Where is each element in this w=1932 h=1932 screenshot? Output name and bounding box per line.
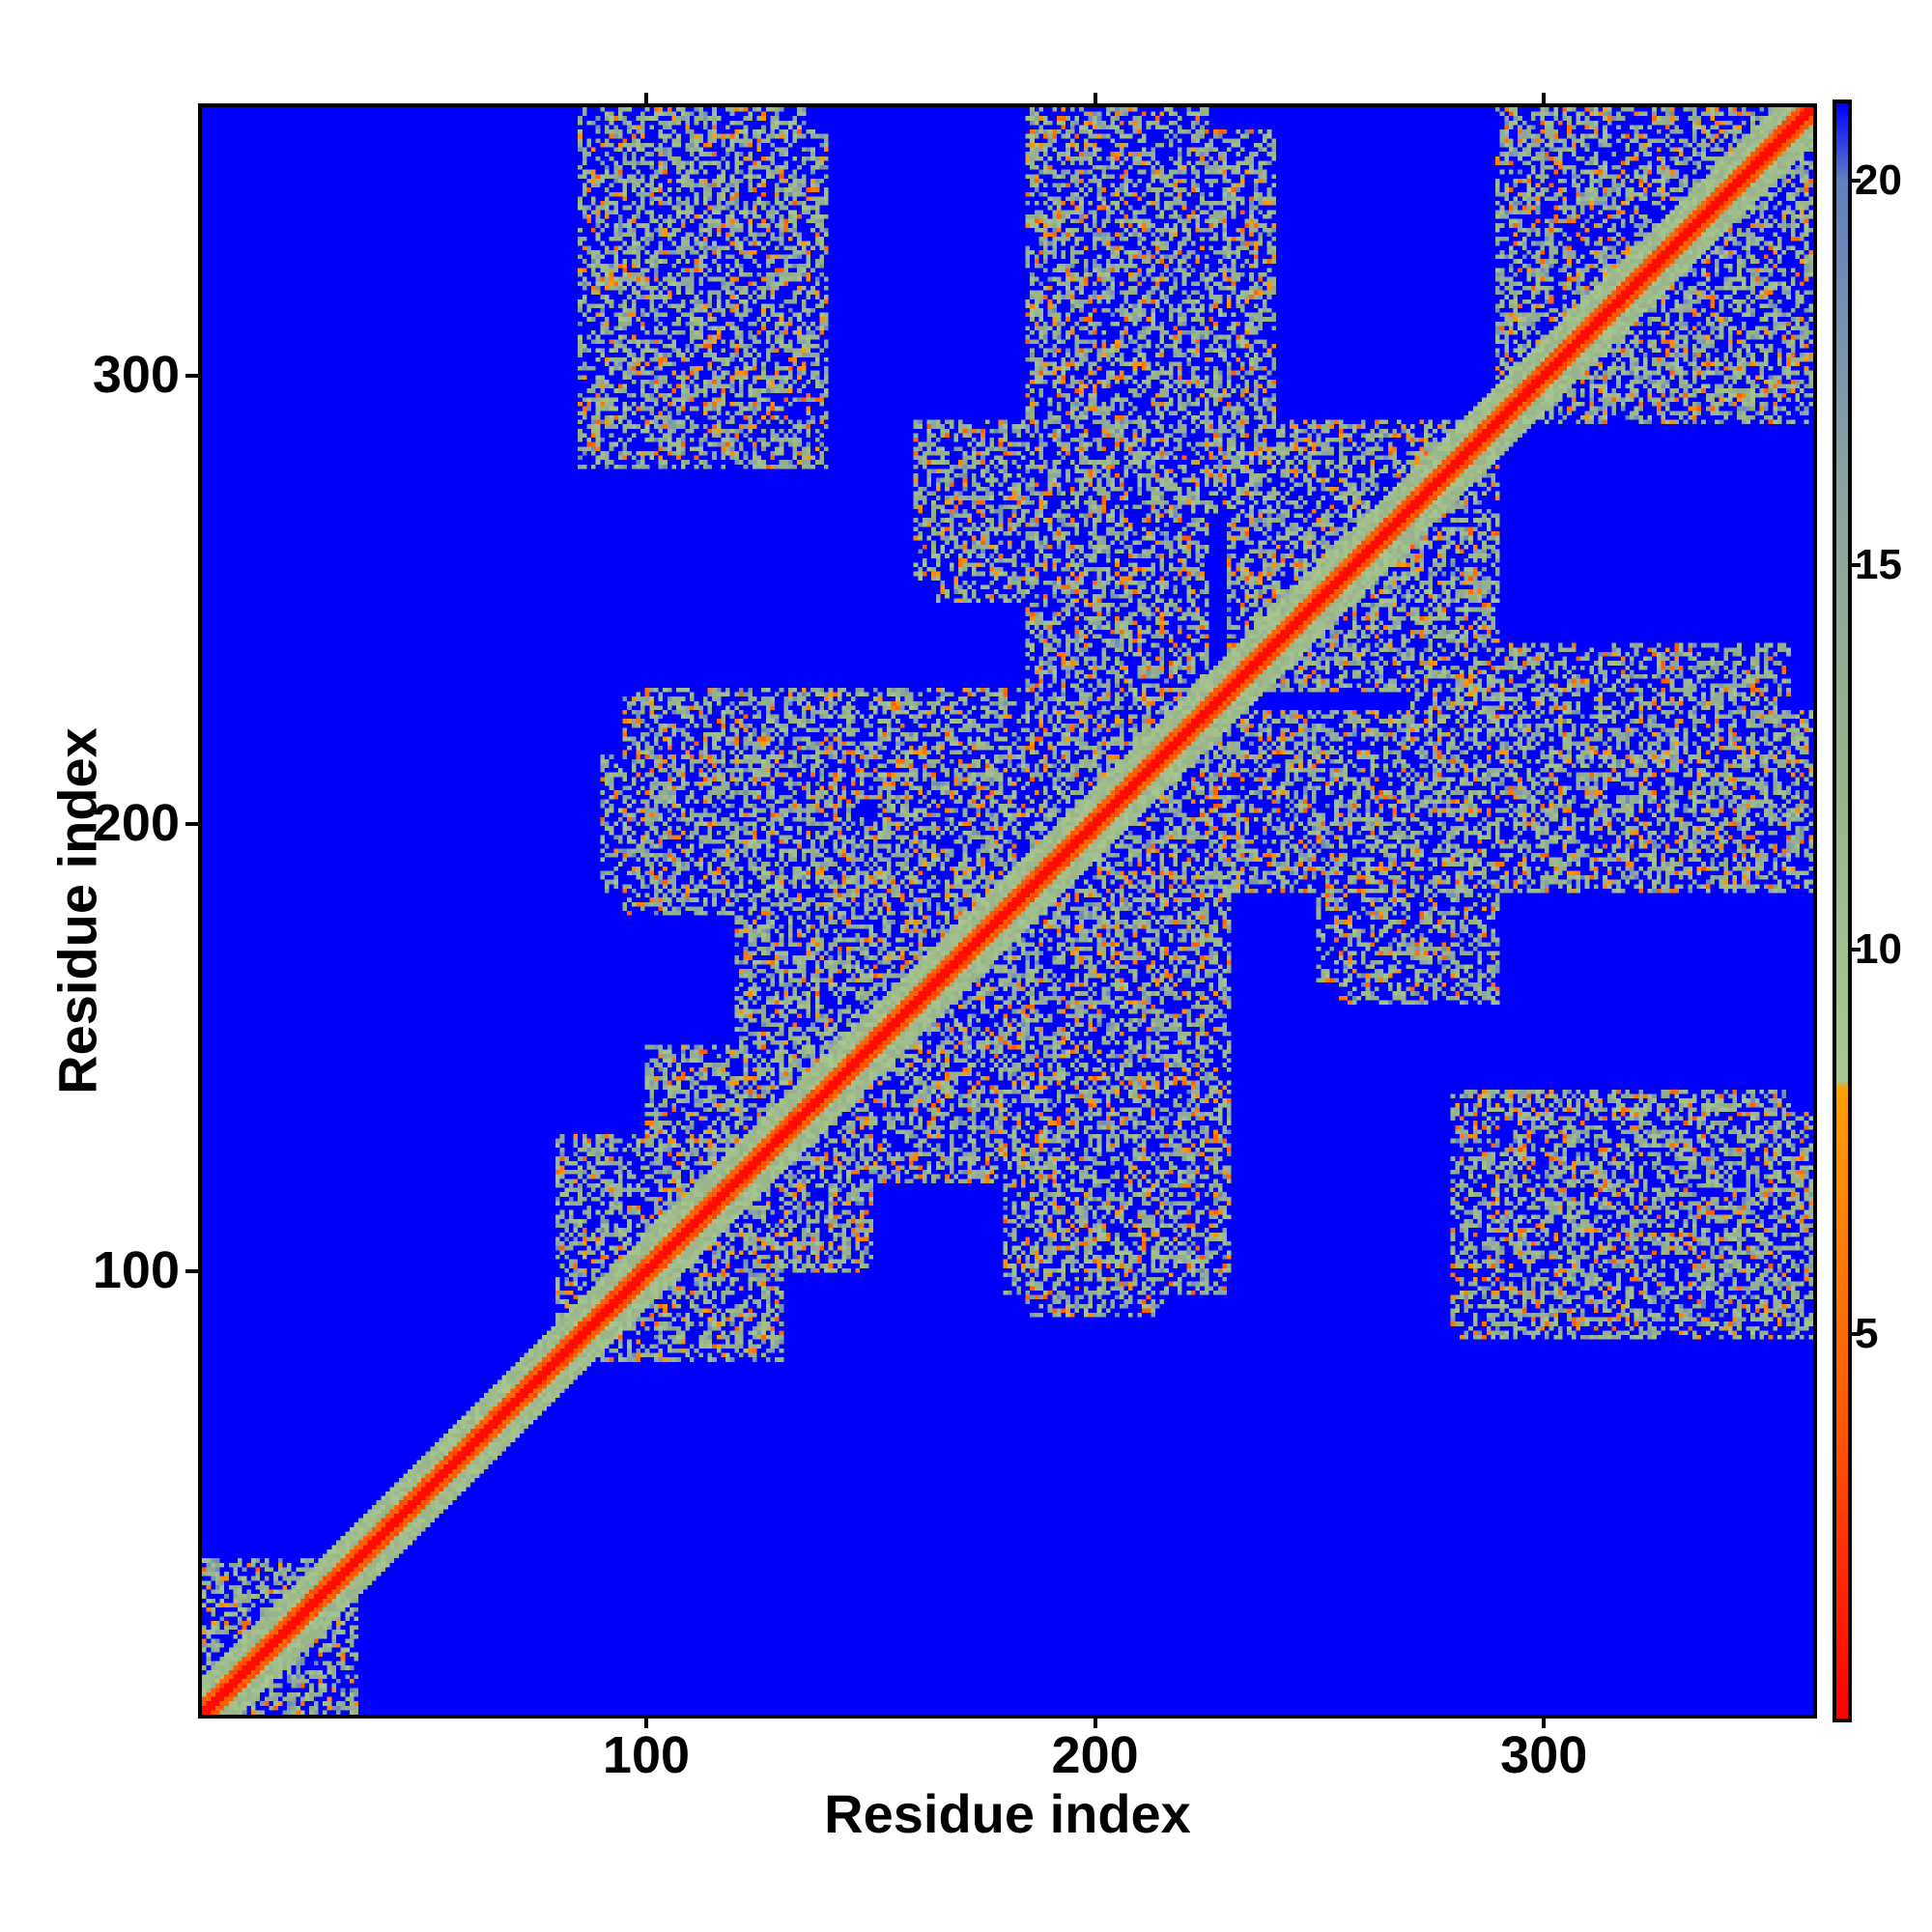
colorbar-tick-label: 10 [1855,924,1902,973]
colorbar-tick-label: 15 [1855,540,1902,588]
x-tick-mark [643,93,648,103]
colorbar-tick-mark [1852,562,1861,567]
colorbar-tick-mark [1852,947,1861,952]
colorbar-tick-mark [1852,178,1861,183]
y-tick-label: 200 [92,793,180,852]
x-tick-label: 100 [602,1726,691,1784]
heatmap-cells [202,107,1813,1715]
y-tick-mark [185,1269,198,1274]
x-axis-label: Residue index [824,1783,1191,1844]
x-tick-mark [1542,1719,1547,1728]
x-tick-mark [1542,93,1547,103]
y-tick-mark [185,821,198,826]
colorbar-tick-label: 20 [1855,156,1902,204]
y-tick-mark [185,374,198,379]
x-tick-mark [1093,93,1097,103]
y-tick-label: 100 [92,1241,180,1300]
x-tick-mark [1093,1719,1097,1728]
x-tick-label: 200 [1051,1726,1139,1784]
y-axis-label: Residue index [46,727,108,1094]
colorbar-frame [1833,99,1852,1722]
y-tick-label: 300 [92,346,180,405]
colorbar-gradient [1836,103,1848,1719]
x-tick-label: 300 [1500,1726,1588,1784]
colorbar-tick-mark [1852,1331,1861,1336]
x-tick-mark [643,1719,648,1728]
